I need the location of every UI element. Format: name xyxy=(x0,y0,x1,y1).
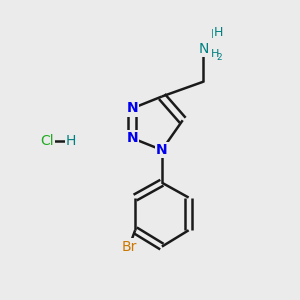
Text: N: N xyxy=(198,42,209,56)
Text: H: H xyxy=(66,134,76,148)
Text: N: N xyxy=(126,101,138,116)
Text: H: H xyxy=(214,26,223,39)
Text: H: H xyxy=(211,28,220,40)
Text: 2: 2 xyxy=(216,53,222,62)
Text: Cl: Cl xyxy=(40,134,54,148)
Text: N: N xyxy=(126,131,138,145)
Text: H: H xyxy=(211,49,219,59)
Text: Br: Br xyxy=(122,240,137,254)
Text: N: N xyxy=(156,143,168,157)
